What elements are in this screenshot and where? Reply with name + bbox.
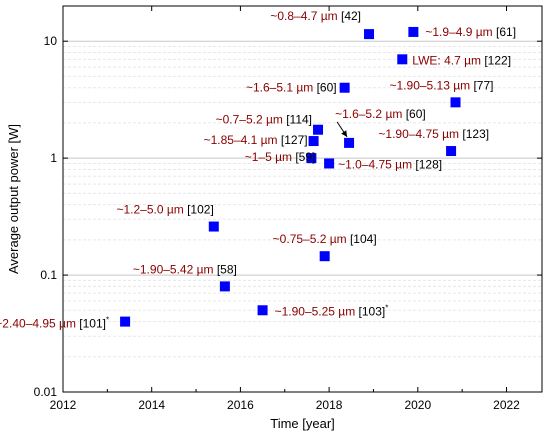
data-point bbox=[446, 146, 457, 157]
wavelength-range: ~2.40–4.95 µm bbox=[0, 317, 76, 331]
wavelength-range: ~1.0–4.75 µm bbox=[338, 157, 412, 171]
data-point bbox=[397, 54, 408, 65]
data-point bbox=[408, 26, 419, 37]
x-tick-label: 2016 bbox=[227, 398, 254, 412]
point-label: ~1.2–5.0 µm [102] bbox=[116, 203, 213, 217]
data-point bbox=[339, 82, 350, 93]
point-label: ~1.9–4.9 µm [61] bbox=[425, 25, 516, 39]
grid-lines bbox=[63, 40, 542, 358]
annotation-arrow-head bbox=[341, 130, 348, 137]
reference-number: [104] bbox=[347, 232, 377, 246]
point-label: LWE: 4.7 µm [122] bbox=[412, 53, 511, 67]
reference-number: [60] bbox=[402, 107, 425, 121]
x-tick-label: 2020 bbox=[404, 398, 431, 412]
point-label: ~0.8–4.7 µm [42] bbox=[270, 9, 361, 23]
wavelength-range: ~1.90–4.75 µm bbox=[378, 127, 459, 141]
x-tick-label: 2022 bbox=[493, 398, 520, 412]
point-labels: ~2.40–4.95 µm [101]*~1.2–5.0 µm [102]~1.… bbox=[0, 9, 516, 330]
wavelength-range: ~0.75–5.2 µm bbox=[273, 232, 347, 246]
reference-number: [77] bbox=[470, 78, 493, 92]
y-tick-label: 1 bbox=[50, 151, 57, 165]
reference-number: [61] bbox=[493, 25, 516, 39]
reference-number: [123] bbox=[459, 127, 489, 141]
point-label: ~2.40–4.95 µm [101]* bbox=[0, 316, 109, 331]
data-points bbox=[120, 26, 461, 327]
data-point bbox=[208, 221, 219, 232]
data-point bbox=[257, 305, 268, 316]
y-tick-label: 10 bbox=[44, 34, 58, 48]
reference-number: [42] bbox=[338, 9, 361, 23]
data-point bbox=[313, 124, 324, 135]
data-point bbox=[306, 153, 317, 164]
y-axis-title: Average output power [W] bbox=[6, 124, 21, 274]
data-point bbox=[324, 158, 335, 169]
wavelength-range: ~1.9–4.9 µm bbox=[425, 25, 492, 39]
point-label: ~1.6–5.1 µm [60] bbox=[246, 81, 337, 95]
data-point bbox=[120, 316, 131, 327]
reference-number: [103] bbox=[355, 304, 385, 318]
x-tick-label: 2012 bbox=[50, 398, 77, 412]
point-label: ~1.90–4.75 µm [123] bbox=[378, 127, 489, 141]
footnote-mark: * bbox=[385, 303, 388, 312]
data-point bbox=[319, 251, 330, 262]
reference-number: [101] bbox=[76, 317, 106, 331]
x-axis-title: Time [year] bbox=[270, 416, 335, 431]
wavelength-range: ~1.6–5.2 µm bbox=[335, 107, 402, 121]
wavelength-range: ~0.7–5.2 µm bbox=[216, 113, 283, 127]
x-tick-label: 2014 bbox=[138, 398, 165, 412]
point-label: ~1.85–4.1 µm [127] bbox=[204, 133, 308, 147]
point-label: ~0.75–5.2 µm [104] bbox=[273, 232, 377, 246]
y-tick-label: 0.1 bbox=[40, 268, 57, 282]
data-point bbox=[344, 137, 355, 148]
point-label: ~1–5 µm [59] bbox=[245, 150, 316, 164]
reference-number: [114] bbox=[283, 113, 312, 127]
x-tick-label: 2018 bbox=[316, 398, 343, 412]
wavelength-range: ~1–5 µm bbox=[245, 150, 292, 164]
reference-number: [122] bbox=[481, 53, 511, 67]
point-label: ~1.0–4.75 µm [128] bbox=[338, 157, 442, 171]
wavelength-range: ~1.90–5.25 µm bbox=[275, 304, 356, 318]
reference-number: [102] bbox=[184, 203, 214, 217]
point-label: ~1.6–5.2 µm [60] bbox=[335, 107, 426, 121]
plot-frame bbox=[62, 5, 543, 393]
point-label: ~1.90–5.25 µm [103]* bbox=[275, 303, 389, 318]
wavelength-range: ~1.85–4.1 µm bbox=[204, 133, 278, 147]
data-point bbox=[219, 281, 230, 292]
point-label: ~0.7–5.2 µm [114] bbox=[216, 113, 312, 127]
wavelength-range: ~1.90–5.13 µm bbox=[390, 78, 471, 92]
point-label: ~1.90–5.42 µm [58] bbox=[133, 262, 237, 276]
wavelength-range: ~0.8–4.7 µm bbox=[270, 9, 337, 23]
data-point bbox=[450, 97, 461, 108]
data-point bbox=[308, 136, 319, 147]
reference-number: [59] bbox=[292, 150, 315, 164]
wavelength-range: ~1.2–5.0 µm bbox=[116, 203, 183, 217]
wavelength-range: ~1.90–5.42 µm bbox=[133, 262, 214, 276]
reference-number: [127] bbox=[278, 133, 308, 147]
reference-number: [58] bbox=[214, 262, 237, 276]
footnote-mark: * bbox=[106, 316, 109, 325]
wavelength-range: ~1.6–5.1 µm bbox=[246, 81, 313, 95]
y-tick-label: 0.01 bbox=[34, 385, 58, 399]
axis-ticks: 2012 2014 2016 2018 2020 2022 0.01 0.1 1 10 bbox=[34, 6, 542, 412]
reference-number: [128] bbox=[412, 157, 442, 171]
wavelength-range: LWE: 4.7 µm bbox=[412, 53, 481, 67]
data-point bbox=[364, 29, 375, 40]
reference-number: [60] bbox=[313, 81, 336, 95]
point-label: ~1.90–5.13 µm [77] bbox=[390, 78, 494, 92]
